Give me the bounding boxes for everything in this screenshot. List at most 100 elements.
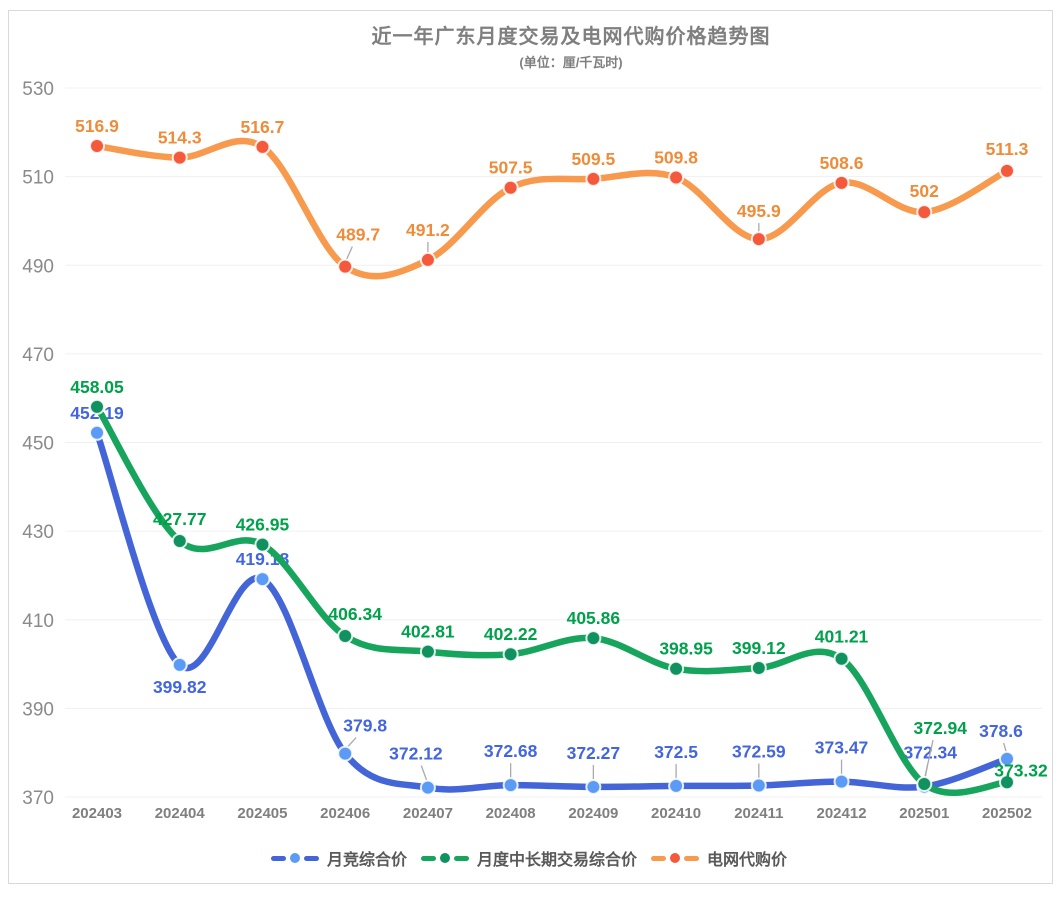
data-point xyxy=(750,231,767,248)
data-point xyxy=(502,777,519,794)
data-point-label: 516.7 xyxy=(241,117,285,137)
x-axis-tick-label: 202405 xyxy=(237,805,287,822)
x-axis-tick-label: 202404 xyxy=(155,805,206,822)
data-point xyxy=(254,138,271,155)
x-axis-tick-label: 202411 xyxy=(734,805,783,822)
data-point xyxy=(833,773,850,790)
legend-dot-icon xyxy=(439,853,450,863)
data-point xyxy=(419,643,436,660)
data-point xyxy=(254,571,271,588)
y-axis-tick-label: 490 xyxy=(22,256,54,277)
data-point-label: 489.7 xyxy=(336,225,380,245)
data-point-label: 372.94 xyxy=(914,718,968,738)
chart-legend: 月竞综合价 月度中长期交易综合价 电网代购价 xyxy=(0,846,1058,870)
data-point-label: 379.8 xyxy=(343,716,387,736)
x-axis-tick-label: 202403 xyxy=(72,805,122,822)
data-point xyxy=(585,630,602,647)
data-point xyxy=(337,258,354,275)
legend-line-icon xyxy=(684,855,699,861)
data-point xyxy=(916,775,933,792)
y-axis-tick-label: 370 xyxy=(22,788,54,809)
data-point xyxy=(89,424,105,441)
legend-item-1[interactable]: 月度中长期交易综合价 xyxy=(420,846,637,870)
data-point-label: 507.5 xyxy=(489,158,533,178)
data-point-label: 398.95 xyxy=(659,639,713,659)
legend-label: 电网代购价 xyxy=(707,852,788,869)
data-point-label: 406.34 xyxy=(328,604,382,624)
legend-line-icon xyxy=(420,855,436,861)
y-axis-tick-label: 510 xyxy=(22,168,54,189)
x-axis-tick-label: 202409 xyxy=(568,805,618,822)
data-point xyxy=(419,251,436,268)
series-line xyxy=(93,137,1011,280)
data-point-label: 458.05 xyxy=(70,377,124,397)
data-point-label: 502 xyxy=(910,181,939,201)
data-point xyxy=(833,174,850,191)
data-point xyxy=(337,745,354,762)
data-point-label: 378.6 xyxy=(979,721,1023,741)
data-point-label: 399.82 xyxy=(153,677,207,697)
data-point-label: 509.8 xyxy=(654,148,698,168)
legend-item-2[interactable]: 电网代购价 xyxy=(651,846,787,870)
data-point-label: 402.81 xyxy=(401,622,455,642)
y-axis-tick-label: 390 xyxy=(22,699,54,720)
label-leader-line xyxy=(923,739,934,781)
data-point-label: 402.22 xyxy=(484,624,538,644)
data-point xyxy=(171,533,188,550)
data-point-label: 372.59 xyxy=(732,742,786,762)
data-point-label: 508.6 xyxy=(820,153,864,173)
legend-line-icon xyxy=(453,855,469,861)
data-point xyxy=(171,656,188,673)
data-point-label: 372.27 xyxy=(567,743,621,763)
legend-item-0[interactable]: 月竞综合价 xyxy=(270,846,407,870)
y-axis-tick-label: 430 xyxy=(22,522,54,543)
data-point-label: 373.47 xyxy=(815,738,869,758)
data-point xyxy=(171,149,188,166)
data-point xyxy=(668,169,685,186)
series-line xyxy=(93,403,1011,797)
y-axis-tick-label: 410 xyxy=(22,611,54,632)
legend-dot-icon xyxy=(670,853,680,863)
data-point-label: 399.12 xyxy=(732,638,786,658)
data-point xyxy=(337,627,354,644)
y-axis-tick-label: 470 xyxy=(22,345,54,366)
data-point xyxy=(585,778,602,795)
data-point xyxy=(89,398,105,415)
data-point xyxy=(502,179,519,196)
data-point xyxy=(668,777,685,794)
data-point-label: 491.2 xyxy=(406,220,450,240)
legend-line-icon xyxy=(651,855,666,861)
data-point-label: 373.32 xyxy=(994,760,1048,780)
data-point-label: 509.5 xyxy=(571,149,615,169)
data-point-label: 372.12 xyxy=(389,744,443,764)
data-point xyxy=(750,659,767,676)
data-point-label: 516.9 xyxy=(75,116,119,136)
data-point-label: 426.95 xyxy=(236,515,290,535)
x-axis-tick-label: 202407 xyxy=(403,805,453,822)
legend-dot-icon xyxy=(289,853,300,863)
x-axis-tick-label: 202408 xyxy=(486,805,536,822)
data-point-label: 495.9 xyxy=(737,201,781,221)
data-point-label: 511.3 xyxy=(986,139,1029,159)
legend-label: 月度中长期交易综合价 xyxy=(476,852,637,869)
data-point xyxy=(585,170,602,187)
data-point xyxy=(419,779,436,796)
data-point xyxy=(999,162,1015,179)
data-point xyxy=(999,750,1015,767)
series-line xyxy=(93,429,1011,793)
data-point xyxy=(668,660,685,677)
x-axis-tick-label: 202410 xyxy=(651,805,701,822)
data-point-label: 401.21 xyxy=(815,627,869,647)
data-point xyxy=(750,777,767,794)
data-point-label: 405.86 xyxy=(567,608,621,628)
data-point xyxy=(999,774,1015,791)
data-point-label: 514.3 xyxy=(158,128,202,148)
x-axis-tick-label: 202501 xyxy=(899,805,949,822)
y-axis-tick-label: 450 xyxy=(22,434,54,455)
data-point xyxy=(254,536,271,553)
legend-line-icon xyxy=(303,855,319,861)
data-point-label: 372.5 xyxy=(654,742,698,762)
legend-label: 月竞综合价 xyxy=(326,852,407,869)
data-point-label: 372.68 xyxy=(484,741,538,761)
